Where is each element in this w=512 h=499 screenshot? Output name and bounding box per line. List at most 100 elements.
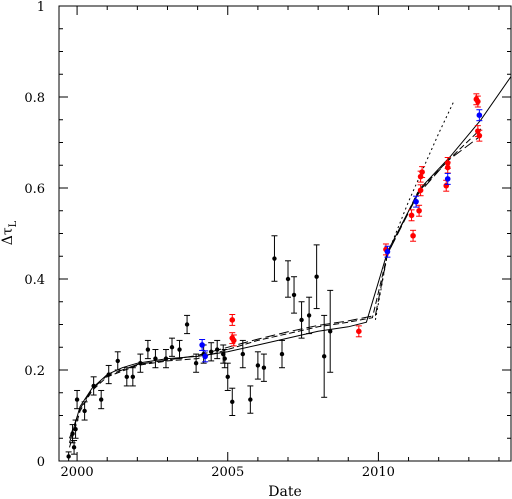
y-tick-label: 0.6 xyxy=(24,182,45,197)
data-marker xyxy=(417,187,424,194)
data-point xyxy=(105,364,112,385)
data-marker xyxy=(475,98,481,105)
data-point xyxy=(229,387,236,416)
data-marker xyxy=(410,232,416,239)
data-point xyxy=(74,389,81,410)
data-point xyxy=(72,419,79,439)
data-point xyxy=(419,166,426,179)
data-point xyxy=(408,209,415,222)
data-point xyxy=(162,349,169,369)
data-marker xyxy=(215,347,220,352)
y-axis-label-subscript: L xyxy=(8,220,19,227)
data-marker xyxy=(328,329,333,334)
data-point xyxy=(298,301,305,339)
data-marker xyxy=(91,383,96,389)
data-point xyxy=(306,296,313,335)
data-marker xyxy=(261,365,267,370)
data-marker xyxy=(272,256,277,261)
data-marker xyxy=(70,431,75,436)
y-tick-label: 0 xyxy=(37,455,45,470)
ticks-layer: 2000 2005 2010 0 0.2 0.4 0.6 0.8 1 xyxy=(24,0,511,480)
data-marker xyxy=(71,445,77,450)
data-point xyxy=(291,276,298,314)
data-marker xyxy=(321,354,327,359)
data-marker xyxy=(285,276,291,282)
data-marker xyxy=(124,374,129,380)
data-marker xyxy=(193,360,199,366)
data-point xyxy=(123,367,130,387)
data-marker xyxy=(202,353,208,360)
data-marker xyxy=(291,292,297,298)
data-point xyxy=(169,337,175,357)
data-point xyxy=(476,109,483,122)
data-point xyxy=(199,339,206,351)
data-marker xyxy=(73,426,78,432)
data-point xyxy=(81,401,88,421)
data-point xyxy=(65,451,72,462)
data-marker xyxy=(153,356,158,361)
data-marker xyxy=(314,274,319,279)
data-marker xyxy=(444,176,451,182)
fit-curve-1 xyxy=(69,76,512,443)
data-marker xyxy=(177,347,182,352)
data-point xyxy=(184,314,191,335)
data-point xyxy=(384,245,391,258)
data-point xyxy=(260,353,267,382)
data-point xyxy=(474,95,481,108)
data-point xyxy=(193,353,200,373)
data-point xyxy=(327,289,334,373)
data-marker xyxy=(230,337,237,344)
data-marker xyxy=(145,347,151,352)
y-axis-label-main: Δτ xyxy=(0,227,16,245)
x-axis-label: Date xyxy=(268,484,301,499)
data-point xyxy=(413,195,420,208)
data-marker xyxy=(356,328,362,335)
data-marker xyxy=(255,363,261,368)
x-tick-label: 2010 xyxy=(362,465,395,480)
data-marker xyxy=(184,322,190,327)
data-point xyxy=(90,376,97,396)
data-marker xyxy=(82,408,87,414)
data-point xyxy=(144,339,151,360)
data-point xyxy=(152,349,159,369)
data-marker xyxy=(306,313,312,318)
data-point xyxy=(476,129,483,142)
data-marker xyxy=(299,317,304,323)
data-marker xyxy=(279,351,285,357)
data-marker xyxy=(476,112,483,118)
curves-layer xyxy=(69,76,512,448)
data-point xyxy=(208,342,215,362)
y-axis-label: ΔτL xyxy=(0,220,19,245)
data-marker xyxy=(413,198,419,205)
x-tick-label: 2005 xyxy=(211,465,244,480)
data-point xyxy=(285,260,292,298)
data-point xyxy=(444,172,451,185)
fit-curve-3 xyxy=(69,135,482,439)
data-marker xyxy=(229,317,236,323)
y-tick-label: 0.4 xyxy=(24,273,45,288)
data-point xyxy=(114,351,121,371)
data-point xyxy=(137,353,144,373)
points-layer xyxy=(65,93,483,462)
data-marker xyxy=(130,374,136,380)
data-point xyxy=(202,350,209,363)
data-point xyxy=(443,179,450,192)
data-point xyxy=(69,424,76,444)
data-point xyxy=(224,362,231,391)
data-marker xyxy=(476,132,483,139)
data-marker xyxy=(444,164,451,171)
data-point xyxy=(271,235,278,282)
data-point xyxy=(321,314,328,398)
data-point xyxy=(221,349,228,369)
data-point xyxy=(214,339,221,360)
x-tick-label: 2000 xyxy=(61,465,94,480)
data-marker xyxy=(208,349,214,354)
data-point xyxy=(129,367,136,387)
data-marker xyxy=(98,397,104,402)
data-point xyxy=(254,351,261,380)
data-marker xyxy=(222,356,227,361)
data-marker xyxy=(416,207,422,214)
data-point xyxy=(176,339,183,360)
data-marker xyxy=(169,345,175,350)
